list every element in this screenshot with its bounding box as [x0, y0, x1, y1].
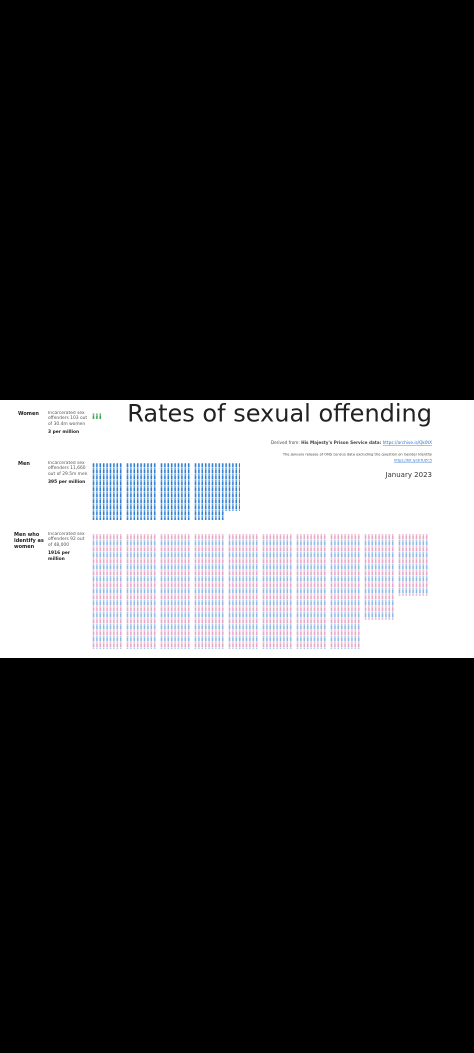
- icon-block: [224, 463, 240, 511]
- group-text: Incarcerated sex offenders 92 out of 48,…: [48, 532, 85, 562]
- source-link[interactable]: https://archive.is/Qk0tX: [383, 440, 432, 445]
- icon-block: [92, 413, 102, 419]
- group-label-box: Men who identify as women: [14, 532, 44, 550]
- group-label: Men: [18, 461, 30, 467]
- icon-block: [364, 534, 394, 620]
- icon-block: [126, 463, 156, 520]
- icon-block: [126, 534, 156, 649]
- group-rate: 395 per million: [48, 480, 86, 486]
- icon-block: [228, 534, 258, 649]
- census-text: The January release of ONS census data e…: [282, 452, 433, 456]
- group-description: Incarcerated sex offenders 11,660 out of…: [48, 461, 88, 477]
- source-prefix: Derived from:: [271, 440, 300, 445]
- icon-block: [160, 534, 190, 649]
- title: Rates of sexual offending: [127, 400, 432, 428]
- icon-block: [330, 534, 360, 649]
- icon-block: [160, 463, 190, 520]
- source-name: His Majesty's Prison Service data:: [301, 440, 382, 445]
- icon-grid: [92, 463, 240, 520]
- icon-grid: [92, 534, 428, 649]
- group-text: Incarcerated sex offenders 11,660 out of…: [48, 461, 88, 486]
- icon-block: [92, 463, 122, 520]
- group-label: Men who identify as women: [14, 532, 44, 550]
- group-description: Incarcerated sex offenders 103 out of 30…: [48, 411, 88, 427]
- group-text: Incarcerated sex offenders 103 out of 30…: [48, 411, 88, 436]
- group-rate: 1916 per million: [48, 551, 71, 562]
- group-description: Incarcerated sex offenders 92 out of 48,…: [48, 532, 85, 548]
- date: January 2023: [384, 471, 432, 479]
- icon-block: [398, 534, 428, 596]
- census-link[interactable]: https://bit.ly/3rtUZC5: [394, 458, 432, 462]
- icon-block: [296, 534, 326, 649]
- icon-block: [194, 534, 224, 649]
- group-rate: 3 per million: [48, 430, 80, 436]
- group-label: Women: [18, 411, 39, 417]
- icon-block: [194, 463, 224, 520]
- source: Derived from: His Majesty's Prison Servi…: [271, 440, 432, 445]
- icon-block: [92, 534, 122, 649]
- icon-block: [262, 534, 292, 649]
